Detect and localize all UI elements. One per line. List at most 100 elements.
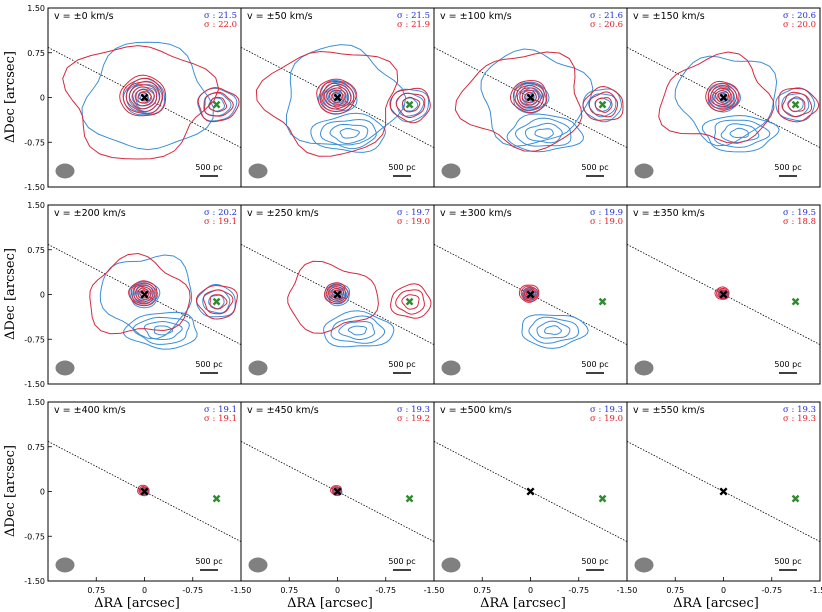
companion-marker <box>598 100 607 109</box>
blue-contour <box>524 91 537 104</box>
blue-contour <box>720 123 760 144</box>
blue-contour <box>123 311 198 350</box>
y-tick-label: -1.50 <box>24 577 45 586</box>
red-contour <box>135 88 152 104</box>
beam-ellipse <box>441 163 461 179</box>
y-tick-label: 1.50 <box>27 201 45 210</box>
blue-contour <box>81 41 214 151</box>
red-contour <box>714 286 730 300</box>
nucleus-marker <box>333 93 342 102</box>
blue-contour <box>514 117 572 147</box>
blue-contour <box>329 123 369 145</box>
nucleus-marker <box>719 487 728 496</box>
sigma-blue-label: σ : 21.5 <box>397 11 430 21</box>
channel-panel: 500 pc v = ±400 km/s σ : 19.1σ : 19.1 1.50 0… <box>24 398 251 595</box>
panel-plot-area <box>627 47 820 153</box>
blue-contour <box>339 127 360 139</box>
y-tick-label: 0.75 <box>27 443 45 452</box>
y-axis-label-row-2: ΔDec [arcsec] <box>3 248 18 340</box>
red-contour <box>132 86 155 107</box>
red-contour <box>89 252 191 335</box>
channel-panel: 500 pc v = ±50 km/s σ : 21.5σ : 21.9 <box>240 7 435 188</box>
red-contour <box>325 284 347 303</box>
red-contour <box>512 82 545 111</box>
x-tick-label: -0.75 <box>182 586 203 595</box>
scale-bar-label: 500 pc <box>388 557 415 566</box>
blue-contour <box>514 83 547 112</box>
blue-contour <box>327 89 347 107</box>
scale-bar-label: 500 pc <box>388 163 415 172</box>
blue-contour <box>480 48 594 147</box>
red-contour <box>401 294 420 310</box>
sigma-red-label: σ : 19.0 <box>590 217 623 227</box>
red-contour <box>712 88 732 105</box>
red-contour <box>518 284 540 303</box>
y-tick-label: -0.75 <box>24 532 45 541</box>
channel-panel: 500 pc v = ±550 km/s σ : 19.3σ : 19.3 0.75 0… <box>626 401 822 595</box>
y-tick-label: -1.50 <box>24 380 45 389</box>
panel-plot-area <box>48 41 241 160</box>
nucleus-marker <box>526 93 535 102</box>
red-contour <box>135 285 152 301</box>
nucleus-marker <box>526 290 535 299</box>
sigma-red-label: σ : 22.0 <box>204 20 237 30</box>
panel-plot-area <box>48 244 241 350</box>
x-tick-label: 0 <box>721 586 726 595</box>
red-contour <box>208 96 228 113</box>
nucleus-marker <box>526 487 535 496</box>
companion-marker <box>598 297 607 306</box>
panel-frame <box>626 204 821 385</box>
x-tick-label: -1.50 <box>617 586 638 595</box>
companion-marker <box>212 494 221 503</box>
red-contour <box>125 81 161 113</box>
red-contour <box>707 82 738 109</box>
y-axis-label-row-1: ΔDec [arcsec] <box>3 51 18 143</box>
x-axis-label-col-4: ΔRA [arcsec] <box>673 596 759 611</box>
blue-contour <box>320 81 354 112</box>
scale-bar-label: 500 pc <box>581 557 608 566</box>
red-contour <box>402 96 421 113</box>
x-tick-label: 0.75 <box>87 586 105 595</box>
channel-panel: 500 pc v = ±150 km/s σ : 20.6σ : 20.0 <box>626 7 821 188</box>
sigma-red-label: σ : 19.0 <box>397 217 430 227</box>
beam-ellipse <box>634 557 654 573</box>
red-contour <box>395 92 426 118</box>
red-contour <box>395 289 425 315</box>
nucleus-marker <box>140 93 149 102</box>
sigma-blue-label: σ : 19.7 <box>397 208 430 218</box>
beam-ellipse <box>55 360 75 376</box>
red-contour <box>197 87 240 123</box>
sigma-red-label: σ : 19.1 <box>204 217 237 227</box>
red-contour <box>323 84 349 107</box>
beam-ellipse <box>248 360 268 376</box>
red-contour <box>519 87 540 106</box>
blue-contour <box>137 90 153 104</box>
blue-contour <box>714 89 733 106</box>
velocity-label: v = ±250 km/s <box>247 208 319 219</box>
scale-bar-label: 500 pc <box>388 360 415 369</box>
sigma-red-label: σ : 18.8 <box>783 217 816 227</box>
velocity-label: v = ±50 km/s <box>247 11 313 22</box>
scale-bar-label: 500 pc <box>195 360 222 369</box>
y-tick-label: 0 <box>40 94 45 103</box>
scale-bar-label: 500 pc <box>195 163 222 172</box>
red-contour <box>329 90 344 103</box>
red-contour <box>122 77 164 115</box>
beam-ellipse <box>634 360 654 376</box>
companion-marker <box>791 297 800 306</box>
red-contour <box>521 89 537 103</box>
blue-contour <box>330 91 345 104</box>
red-contour <box>327 286 345 301</box>
sigma-red-label: σ : 20.0 <box>783 20 816 30</box>
sigma-red-label: σ : 19.0 <box>590 414 623 424</box>
nucleus-marker <box>140 487 149 496</box>
red-contour <box>326 87 346 105</box>
beam-ellipse <box>248 163 268 179</box>
velocity-label: v = ±100 km/s <box>440 11 512 22</box>
companion-marker <box>212 100 221 109</box>
velocity-label: v = ±450 km/s <box>247 405 319 416</box>
beam-ellipse <box>248 557 268 573</box>
red-contour <box>196 285 238 320</box>
y-tick-label: 1.50 <box>27 4 45 13</box>
